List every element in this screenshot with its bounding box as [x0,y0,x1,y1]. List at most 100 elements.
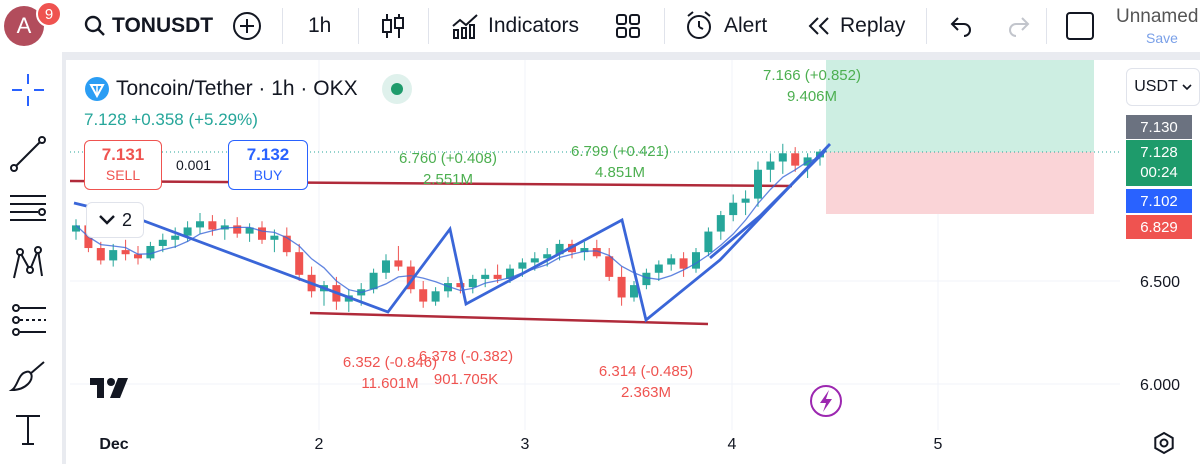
indicators-button[interactable]: Indicators [450,0,579,52]
channel-line[interactable] [709,149,827,260]
save-link[interactable]: Save [1146,30,1178,46]
text-tool-icon[interactable] [8,410,48,450]
candle-body [456,283,465,288]
crosshair-icon[interactable] [8,70,48,110]
support-line[interactable] [309,311,709,326]
candle-body [295,252,304,275]
replay-button[interactable]: Replay [806,0,905,52]
last-price-pill: 7.128 00:24 [1126,140,1192,186]
top-toolbar: A 9 TONUSDT 1h Indicators Alert Replay U… [0,0,1200,52]
candle-body [444,283,452,292]
candle-body [754,169,762,199]
layout-name[interactable]: Unnamed [1116,6,1199,27]
settings-gear-icon[interactable] [1154,431,1174,455]
candle-body [481,274,490,279]
collapse-indicators-button[interactable]: 2 [86,202,144,238]
candle-body [642,272,651,286]
redo-button[interactable] [1006,0,1032,52]
chart-area[interactable]: 7.166 (+0.852) 9.406M 6.760 (+0.408) 2.5… [69,60,1200,464]
currency-select[interactable]: USDT [1126,68,1200,106]
candle-body [667,258,676,265]
sell-button[interactable]: 7.131 SELL [84,140,162,190]
high-annotation-3: 6.799 (+0.421) [571,143,669,160]
target-zone[interactable] [826,60,1094,152]
candle-body [555,243,564,255]
high-annotation-2: 6.760 (+0.408) [399,150,497,167]
candle-body [369,272,378,290]
undo-icon [950,17,971,37]
x-tick-label: Dec [99,436,128,453]
candle-body [766,161,775,170]
x-tick-label: 5 [934,436,943,453]
candle-body [630,285,638,298]
resistance-line[interactable] [69,179,793,188]
compare-button[interactable] [232,0,262,52]
candle-body [543,254,552,259]
spread-value: 0.001 [176,157,212,173]
candle-body [233,225,242,234]
drawing-toolbar [0,52,66,464]
lightning-icon[interactable] [810,385,842,417]
interval-button[interactable]: 1h [308,14,332,37]
buy-button[interactable]: 7.132 BUY [228,140,308,190]
fib-retracement-icon[interactable] [8,188,48,228]
plus-circle-icon [233,12,261,40]
chevron-down-icon [1182,84,1192,91]
chart-type-button[interactable] [380,0,406,52]
stop-zone[interactable] [826,152,1094,214]
candle-body [729,202,738,216]
fullscreen-button[interactable] [1064,0,1096,52]
candle-body [394,260,403,267]
redo-icon [1009,17,1030,37]
avatar-letter: A [16,13,32,38]
tradingview-logo [90,378,128,398]
symbol-title: Toncoin/Tether · 1h · OKX [116,77,358,100]
y-tick-label: 6.000 [1140,377,1180,394]
candle-body [245,227,254,234]
search-icon [84,15,105,36]
candle-body [419,289,428,302]
low-annotation-2-volume: 901.705K [434,371,498,388]
forecast-icon[interactable] [8,300,48,340]
pattern-icon[interactable] [8,244,48,284]
candle-body [580,248,589,253]
high-annotation-1: 7.166 (+0.852) [763,67,861,84]
stop-price-pill: 6.829 [1126,215,1192,239]
zigzag-pattern-line[interactable] [73,143,832,323]
layouts-button[interactable] [614,0,642,52]
symbol-legend: Toncoin/Tether · 1h · OKX [84,74,412,104]
last-price-value: 7.128 [1140,144,1178,161]
toncoin-icon [85,77,109,101]
low-annotation-1: 6.352 (-0.846) [343,354,437,371]
candle-body [431,291,440,302]
brush-icon[interactable] [8,356,48,396]
low-annotation-1-volume: 11.601M [361,375,418,392]
buy-price: 7.132 [246,145,290,164]
candle-body [183,227,192,236]
symbol-search-button[interactable]: TONUSDT [84,0,213,52]
buy-label: BUY [253,167,283,183]
candle-body [530,258,539,263]
candle-body [679,258,688,269]
candle-body [654,264,663,273]
candle-body [282,235,291,253]
trend-line-icon[interactable] [8,134,48,174]
candle-body [270,235,279,240]
candle-body [506,268,514,279]
replay-label: Replay [840,14,906,37]
rewind-icon [808,17,829,35]
candle-body [146,245,155,259]
candle-body [468,278,477,288]
sell-price: 7.131 [101,145,145,164]
price-chart[interactable]: 7.166 (+0.852) 9.406M 6.760 (+0.408) 2.5… [69,60,1200,464]
candle-body [158,239,167,246]
low-annotation-3-volume: 2.363M [621,384,671,401]
candle-body [592,248,601,257]
market-status-indicator[interactable] [381,74,412,104]
candle-body [208,221,217,230]
alert-button[interactable]: Alert [684,0,767,52]
candle-countdown: 00:24 [1140,164,1178,181]
sell-label: SELL [105,167,141,183]
undo-button[interactable] [948,0,974,52]
high-price-pill: 7.130 [1126,115,1192,139]
